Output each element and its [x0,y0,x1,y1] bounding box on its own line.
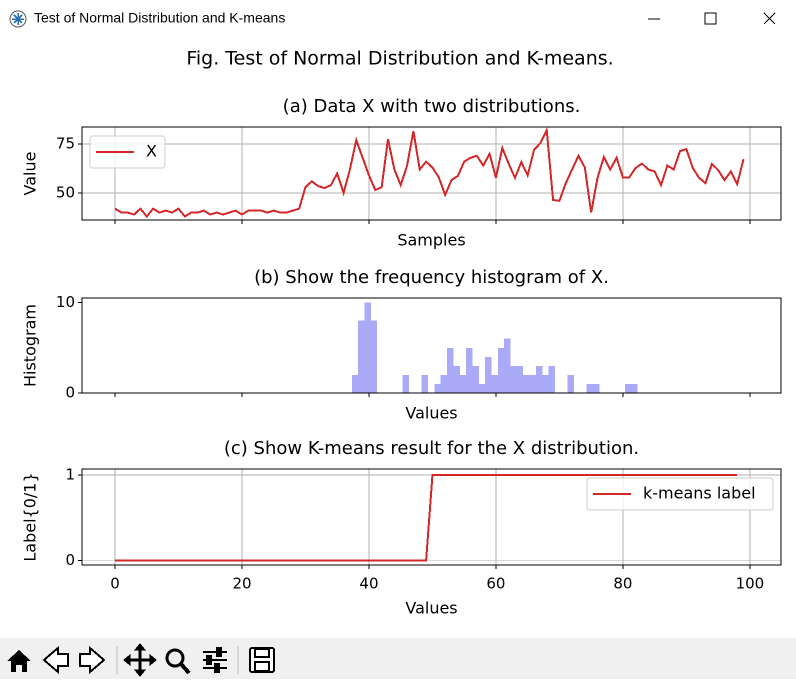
y-tick-label: 1 [65,466,75,484]
histogram-bar [497,347,505,393]
y-tick-label: 50 [56,183,75,201]
maximize-button[interactable] [704,12,717,25]
axes-title: (c) Show K-means result for the X distri… [224,438,639,459]
toolbar [0,638,796,679]
histogram-bar [440,374,448,393]
zoom-button[interactable] [165,648,191,675]
histogram-bar [466,347,473,393]
data-line [114,126,745,219]
axes-frame [81,468,782,566]
histogram-bar [364,302,371,393]
histogram-bar [447,347,454,393]
app-icon-detail [12,13,24,25]
x-tick-label: 0 [110,575,120,593]
save-button[interactable] [249,647,275,673]
histogram-bar [542,374,549,393]
axes-title: (a) Data X with two distributions. [283,96,581,117]
y-axis-label: Value [21,152,40,196]
histogram-bar [504,338,511,393]
histogram-bar [523,374,530,393]
title-bar [0,0,796,38]
histogram-bar [510,365,517,393]
legend-label: X [146,142,157,161]
forward-button[interactable] [79,645,106,675]
histogram-bar [491,374,498,393]
histogram-bar [459,374,467,393]
histogram-bar [529,374,536,393]
configure-button[interactable] [203,647,227,673]
x-tick-label: 60 [486,575,505,593]
x-axis-label: Values [405,599,457,618]
y-tick-label: 0 [65,551,75,569]
axes-title: (b) Show the frequency histogram of X. [254,267,609,288]
legend-box [586,477,774,511]
histogram-bar [535,365,543,393]
figure-title: Fig. Test of Normal Distribution and K-m… [186,48,613,70]
data-line [115,474,738,562]
home-button[interactable] [7,650,31,672]
back-button[interactable] [42,645,69,675]
x-axis-label: Values [405,404,457,423]
legend-label: k-means label [643,484,756,503]
histogram-bar [453,365,460,393]
y-tick-label: 0 [65,384,75,402]
axes-frame [81,297,782,394]
y-axis-label: Histogram [21,304,40,387]
histogram-bar [593,383,600,393]
window-title: Test of Normal Distribution and K-means [34,10,285,26]
x-axis-label: Samples [397,231,465,250]
histogram-bar [624,383,632,393]
histogram-bar [421,374,429,393]
histogram-bar [567,374,575,393]
x-tick-label: 100 [736,575,765,593]
histogram-bar [548,365,555,393]
x-tick-label: 40 [359,575,378,593]
histogram-bar [586,383,594,393]
close-button[interactable] [763,12,776,25]
histogram-bar [478,383,486,393]
histogram-bar [351,374,359,393]
pan-button[interactable] [123,643,157,677]
histogram-bar [631,383,638,393]
histogram-bar [485,356,492,393]
histogram-bar [516,365,524,393]
histogram-bar [472,365,479,393]
axes-frame [81,126,782,221]
x-tick-label: 80 [613,575,632,593]
histogram-bar [434,383,441,393]
y-tick-label: 75 [56,135,75,153]
x-tick-label: 20 [232,575,251,593]
y-tick-label: 10 [56,293,75,311]
histogram-bar [358,320,365,393]
histogram-bar [370,320,378,393]
histogram-bar [402,374,409,393]
y-axis-label: Label{0/1} [21,472,40,561]
